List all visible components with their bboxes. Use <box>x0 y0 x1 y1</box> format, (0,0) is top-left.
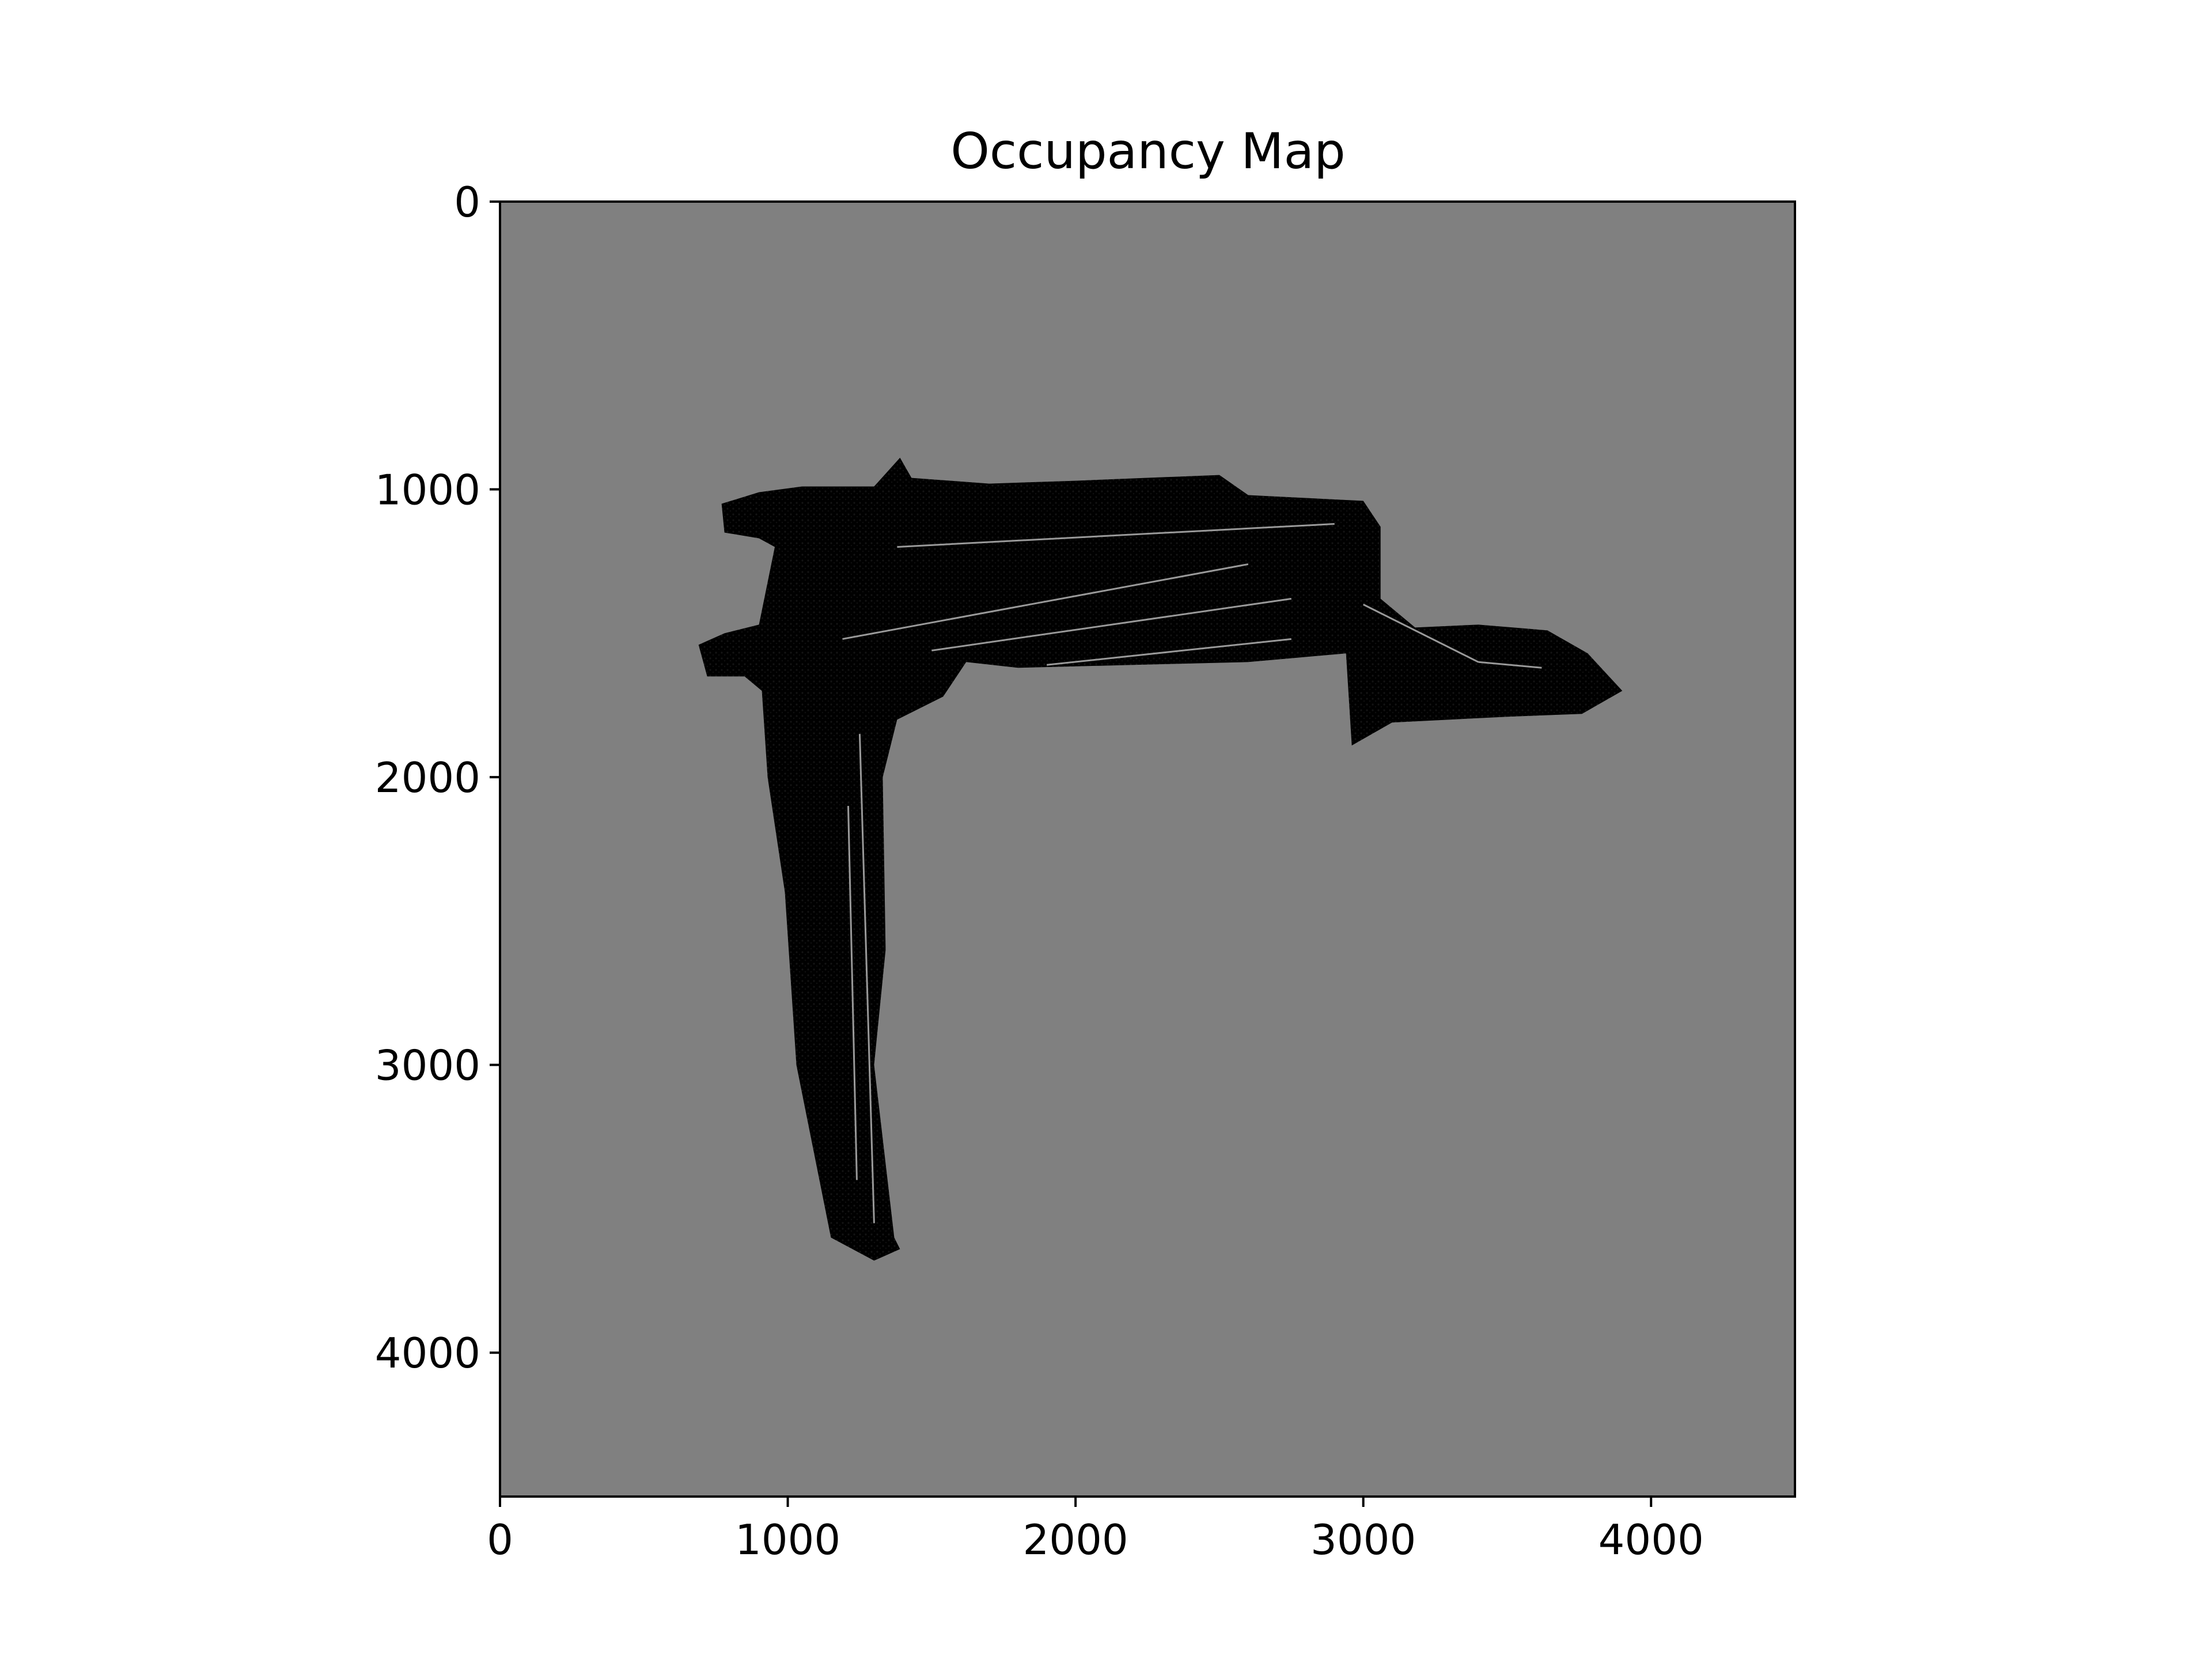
y-tick-label: 1000 <box>375 466 480 514</box>
free-space-streak <box>931 597 1291 652</box>
x-tick-label: 1000 <box>735 1516 840 1564</box>
y-tick-label: 0 <box>454 178 480 226</box>
chart-title: Occupancy Map <box>950 123 1346 180</box>
scan-texture-overlay <box>698 457 1623 1261</box>
free-space-streak <box>847 806 858 1180</box>
free-space-streak <box>842 563 1249 640</box>
x-tick-label: 2000 <box>1022 1516 1128 1564</box>
map-unknown-background <box>500 202 1795 1497</box>
x-axis: 0 1000 2000 3000 4000 <box>487 1497 1704 1564</box>
x-tick-label: 0 <box>487 1516 513 1564</box>
plot-frame <box>499 200 1796 1498</box>
occupancy-map-image <box>698 457 1623 1261</box>
x-tick-label: 4000 <box>1599 1516 1704 1564</box>
y-tick-label: 2000 <box>375 753 480 802</box>
y-axis: 0 1000 2000 3000 4000 <box>375 178 500 1377</box>
free-space-streak <box>897 523 1335 548</box>
y-tick-label: 3000 <box>375 1041 480 1090</box>
x-tick-label: 3000 <box>1310 1516 1416 1564</box>
y-tick-label: 4000 <box>375 1329 480 1377</box>
free-space-streak <box>858 734 875 1224</box>
free-space-streak <box>1478 661 1542 669</box>
free-space-streak <box>1046 638 1291 666</box>
free-space-streak <box>1362 604 1479 663</box>
